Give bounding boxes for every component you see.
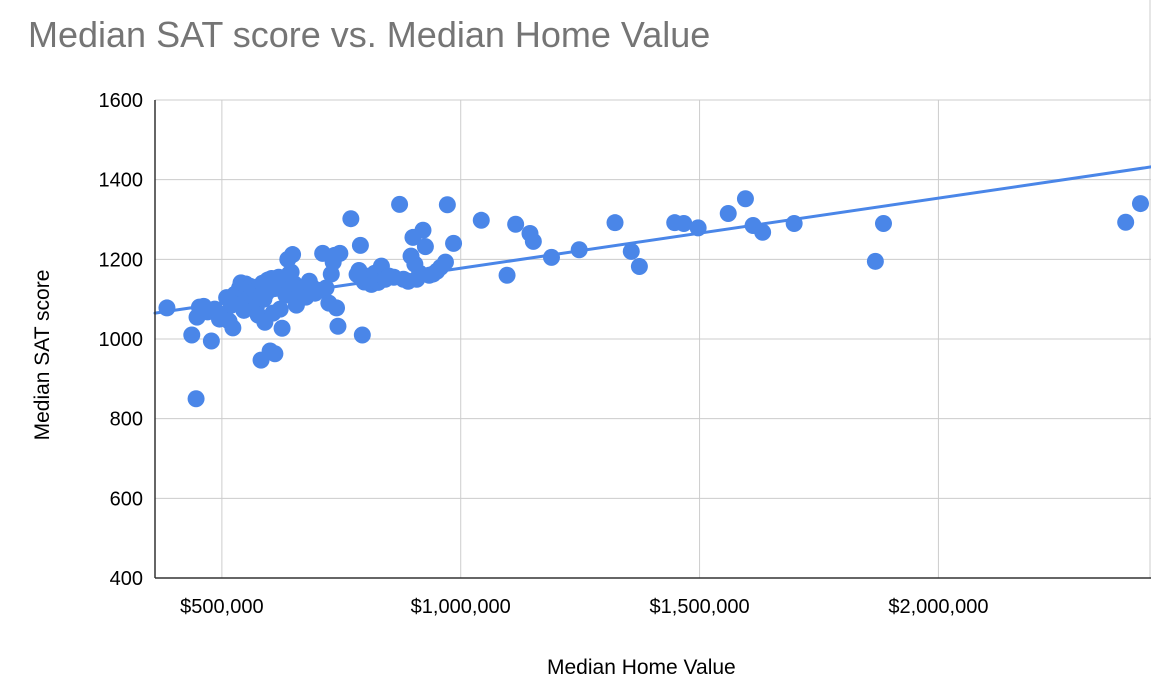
data-point (183, 326, 201, 344)
y-tick-label: 600 (110, 488, 143, 510)
x-tick-label: $1,500,000 (650, 596, 750, 618)
data-point (158, 299, 176, 317)
data-point (438, 196, 456, 214)
y-tick-label: 1400 (99, 170, 144, 192)
data-point (1131, 195, 1149, 213)
y-tick-label: 400 (110, 568, 143, 590)
data-point (570, 241, 588, 259)
data-point (342, 210, 360, 228)
x-axis-label: Median Home Value (547, 656, 736, 679)
data-point (273, 319, 291, 337)
gridlines (155, 0, 1151, 578)
data-point (317, 279, 335, 297)
data-point (630, 258, 648, 276)
axes (154, 100, 1151, 579)
data-points (158, 190, 1149, 408)
y-tick-label: 1000 (99, 329, 144, 351)
data-point (754, 223, 772, 241)
data-point (202, 332, 220, 350)
data-point (224, 319, 242, 337)
data-point (524, 232, 542, 250)
data-point (874, 214, 892, 232)
data-point (719, 205, 737, 223)
data-point (689, 219, 707, 237)
data-point (266, 345, 284, 363)
data-point (391, 195, 409, 213)
x-tick-label: $1,000,000 (411, 596, 511, 618)
data-point (866, 252, 884, 270)
data-point (507, 215, 525, 233)
chart-title: Median SAT score vs. Median Home Value (28, 14, 711, 55)
data-point (414, 221, 432, 239)
y-tick-label: 1200 (99, 249, 144, 271)
data-point (675, 214, 693, 232)
x-tick-label: $500,000 (180, 596, 263, 618)
data-point (542, 248, 560, 266)
data-point (436, 253, 454, 271)
data-point (736, 190, 754, 208)
data-point (284, 246, 302, 264)
data-point (187, 390, 205, 408)
data-point (622, 242, 640, 260)
data-point (351, 236, 369, 254)
data-point (271, 300, 289, 318)
data-point (472, 211, 490, 229)
tick-labels: 400 600 800 1000 1200 1400 1600 $500,000 $1,000,… (99, 90, 989, 618)
data-point (445, 234, 463, 252)
y-axis-label: Median SAT score (31, 269, 54, 441)
data-point (498, 266, 516, 284)
data-point (331, 244, 349, 262)
data-point (1117, 213, 1135, 231)
x-tick-label: $2,000,000 (888, 596, 988, 618)
data-point (416, 238, 434, 256)
y-tick-label: 800 (110, 409, 143, 431)
y-tick-label: 1600 (99, 90, 144, 112)
data-point (328, 299, 346, 317)
data-point (353, 326, 371, 344)
data-point (606, 214, 624, 232)
data-point (785, 214, 803, 232)
data-point (329, 317, 347, 335)
